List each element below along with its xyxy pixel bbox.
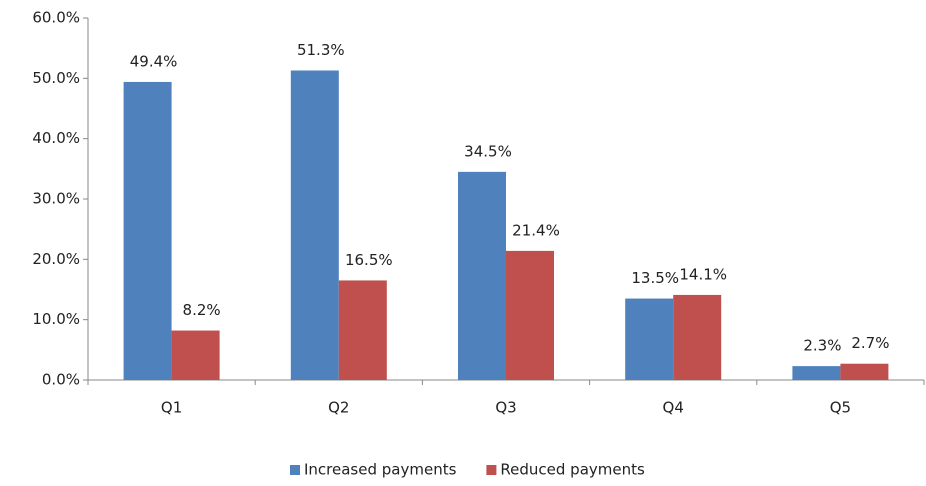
- bar: [673, 294, 722, 380]
- bar: [338, 280, 387, 380]
- data-label: 13.5%: [631, 269, 679, 287]
- legend-label: Increased payments: [304, 461, 457, 479]
- y-tick-label: 30.0%: [32, 190, 80, 208]
- x-tick-label: Q5: [830, 399, 851, 417]
- x-tick-label: Q1: [161, 399, 182, 417]
- legend-swatch: [290, 465, 300, 475]
- bar: [792, 366, 841, 380]
- legend-swatch: [486, 465, 497, 475]
- data-label: 2.3%: [803, 337, 841, 355]
- data-label: 49.4%: [130, 52, 178, 70]
- data-label: 34.5%: [464, 142, 512, 160]
- bar: [625, 298, 674, 380]
- x-tick-label: Q3: [495, 399, 516, 417]
- x-tick-label: Q4: [663, 399, 684, 417]
- y-tick-label: 50.0%: [32, 69, 80, 87]
- legend-label: Reduced payments: [500, 461, 645, 479]
- data-label: 51.3%: [297, 41, 345, 59]
- x-tick-label: Q2: [328, 399, 349, 417]
- y-tick-label: 0.0%: [42, 371, 80, 389]
- bar: [840, 363, 889, 380]
- y-tick-label: 60.0%: [32, 9, 80, 27]
- data-label: 16.5%: [345, 251, 393, 269]
- data-label: 2.7%: [851, 334, 889, 352]
- bar: [506, 250, 554, 380]
- y-tick-label: 10.0%: [32, 310, 80, 328]
- y-tick-label: 40.0%: [32, 129, 80, 147]
- data-label: 8.2%: [183, 301, 221, 319]
- bar: [123, 81, 172, 380]
- y-tick-label: 20.0%: [32, 250, 80, 268]
- data-label: 14.1%: [679, 265, 727, 283]
- bar: [458, 171, 506, 380]
- data-label: 21.4%: [512, 221, 560, 239]
- bar: [171, 330, 220, 380]
- bar: [290, 70, 339, 381]
